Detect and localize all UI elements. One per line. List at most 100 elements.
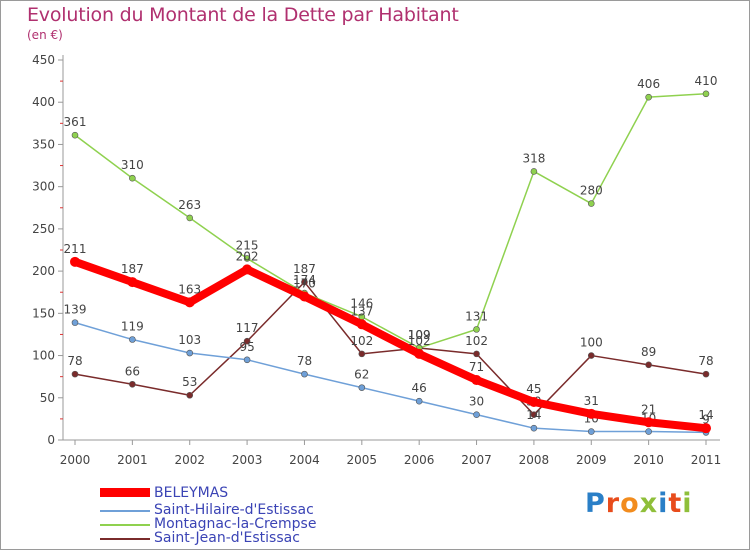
x-tick-label: 2011	[691, 453, 722, 467]
data-label: 410	[695, 74, 718, 88]
data-label: 9	[702, 412, 710, 426]
data-label: 102	[408, 334, 431, 348]
data-label: 215	[236, 238, 259, 252]
data-point	[186, 391, 194, 399]
data-label: 280	[580, 184, 603, 198]
data-label: 163	[178, 282, 201, 296]
data-point	[71, 319, 79, 326]
data-point	[530, 424, 538, 432]
data-point	[129, 174, 136, 182]
data-label: 109	[408, 328, 431, 342]
chart-unit: (en €)	[27, 28, 63, 42]
data-point	[587, 352, 595, 359]
y-tick-label: 150	[32, 306, 55, 320]
series-line	[74, 281, 707, 416]
legend-label: BELEYMAS	[154, 485, 229, 501]
data-point	[242, 264, 253, 275]
logo-letter: i	[658, 488, 669, 519]
data-label: 71	[469, 360, 484, 374]
series-line	[71, 257, 710, 433]
data-label: 263	[178, 198, 201, 212]
data-label: 211	[64, 242, 87, 256]
data-point	[473, 326, 480, 333]
legend-swatch	[100, 524, 150, 526]
data-point	[71, 131, 79, 139]
data-point	[702, 90, 710, 98]
data-point	[586, 408, 597, 419]
data-label: 109	[408, 328, 431, 342]
y-tick-label: 100	[32, 349, 55, 363]
data-label: 174	[293, 273, 316, 287]
data-label: 21	[641, 402, 656, 416]
x-tick-label: 2005	[347, 453, 378, 467]
data-point	[414, 348, 425, 359]
data-label: 100	[580, 336, 603, 350]
data-point	[243, 255, 251, 262]
data-point	[358, 384, 366, 391]
x-tick-label: 2003	[232, 453, 263, 467]
chart-title: Evolution du Montant de la Dette par Hab…	[27, 4, 459, 26]
logo-letter: o	[620, 488, 640, 519]
data-point	[643, 417, 654, 428]
data-point	[587, 428, 595, 435]
data-point	[70, 256, 80, 267]
y-tick-label: 250	[32, 222, 55, 236]
data-point	[530, 168, 538, 175]
data-label: 103	[178, 333, 201, 347]
data-point	[471, 375, 482, 386]
logo-letter: i	[682, 488, 693, 519]
data-label: 46	[412, 381, 427, 395]
data-point	[243, 337, 251, 345]
data-label: 187	[121, 262, 144, 276]
data-label: 119	[121, 320, 144, 334]
data-point	[528, 397, 539, 407]
data-label: 361	[64, 115, 87, 129]
legend-label: Saint-Hilaire-d'Estissac	[154, 502, 314, 518]
data-point	[530, 411, 538, 418]
data-point	[299, 291, 310, 302]
data-label: 117	[236, 321, 259, 335]
data-label: 30	[469, 395, 484, 409]
logo-letter: x	[639, 488, 659, 519]
x-tick-label: 2007	[461, 453, 492, 467]
data-label: 187	[293, 262, 316, 276]
data-label: 14	[526, 408, 541, 422]
y-tick-label: 0	[47, 433, 55, 447]
y-tick-label: 300	[32, 180, 55, 194]
x-tick-label: 2006	[404, 453, 435, 467]
x-tick-label: 2004	[289, 453, 320, 467]
legend-swatch	[100, 538, 150, 540]
data-point	[702, 370, 710, 378]
y-tick-label: 50	[40, 391, 55, 405]
legend-label: Montagnac-la-Crempse	[154, 516, 317, 532]
y-tick-label: 350	[32, 137, 55, 151]
proxiti-logo: Proxiti	[585, 488, 693, 519]
data-label: 102	[350, 334, 373, 348]
data-point	[301, 278, 308, 286]
x-tick-label: 2001	[117, 453, 148, 467]
data-label: 14	[698, 408, 713, 422]
data-label: 78	[297, 354, 312, 368]
x-tick-label: 2008	[519, 453, 550, 467]
data-point	[301, 370, 308, 378]
data-point	[645, 428, 652, 435]
data-point	[358, 350, 366, 358]
data-point	[473, 411, 480, 418]
data-point	[71, 370, 79, 378]
data-label: 310	[121, 158, 144, 172]
data-label: 202	[236, 249, 259, 263]
y-tick-label: 400	[32, 95, 55, 109]
x-tick-label: 2000	[60, 453, 91, 467]
data-point	[129, 380, 136, 388]
data-point	[129, 336, 136, 343]
y-tick-label: 200	[32, 264, 55, 278]
data-label: 131	[465, 309, 488, 323]
legend-label: Saint-Jean-d'Estissac	[154, 530, 300, 546]
x-tick-label: 2010	[633, 453, 664, 467]
data-point	[645, 93, 652, 101]
data-label: 318	[522, 151, 545, 165]
data-label: 137	[350, 304, 373, 318]
data-label: 45	[526, 382, 541, 396]
